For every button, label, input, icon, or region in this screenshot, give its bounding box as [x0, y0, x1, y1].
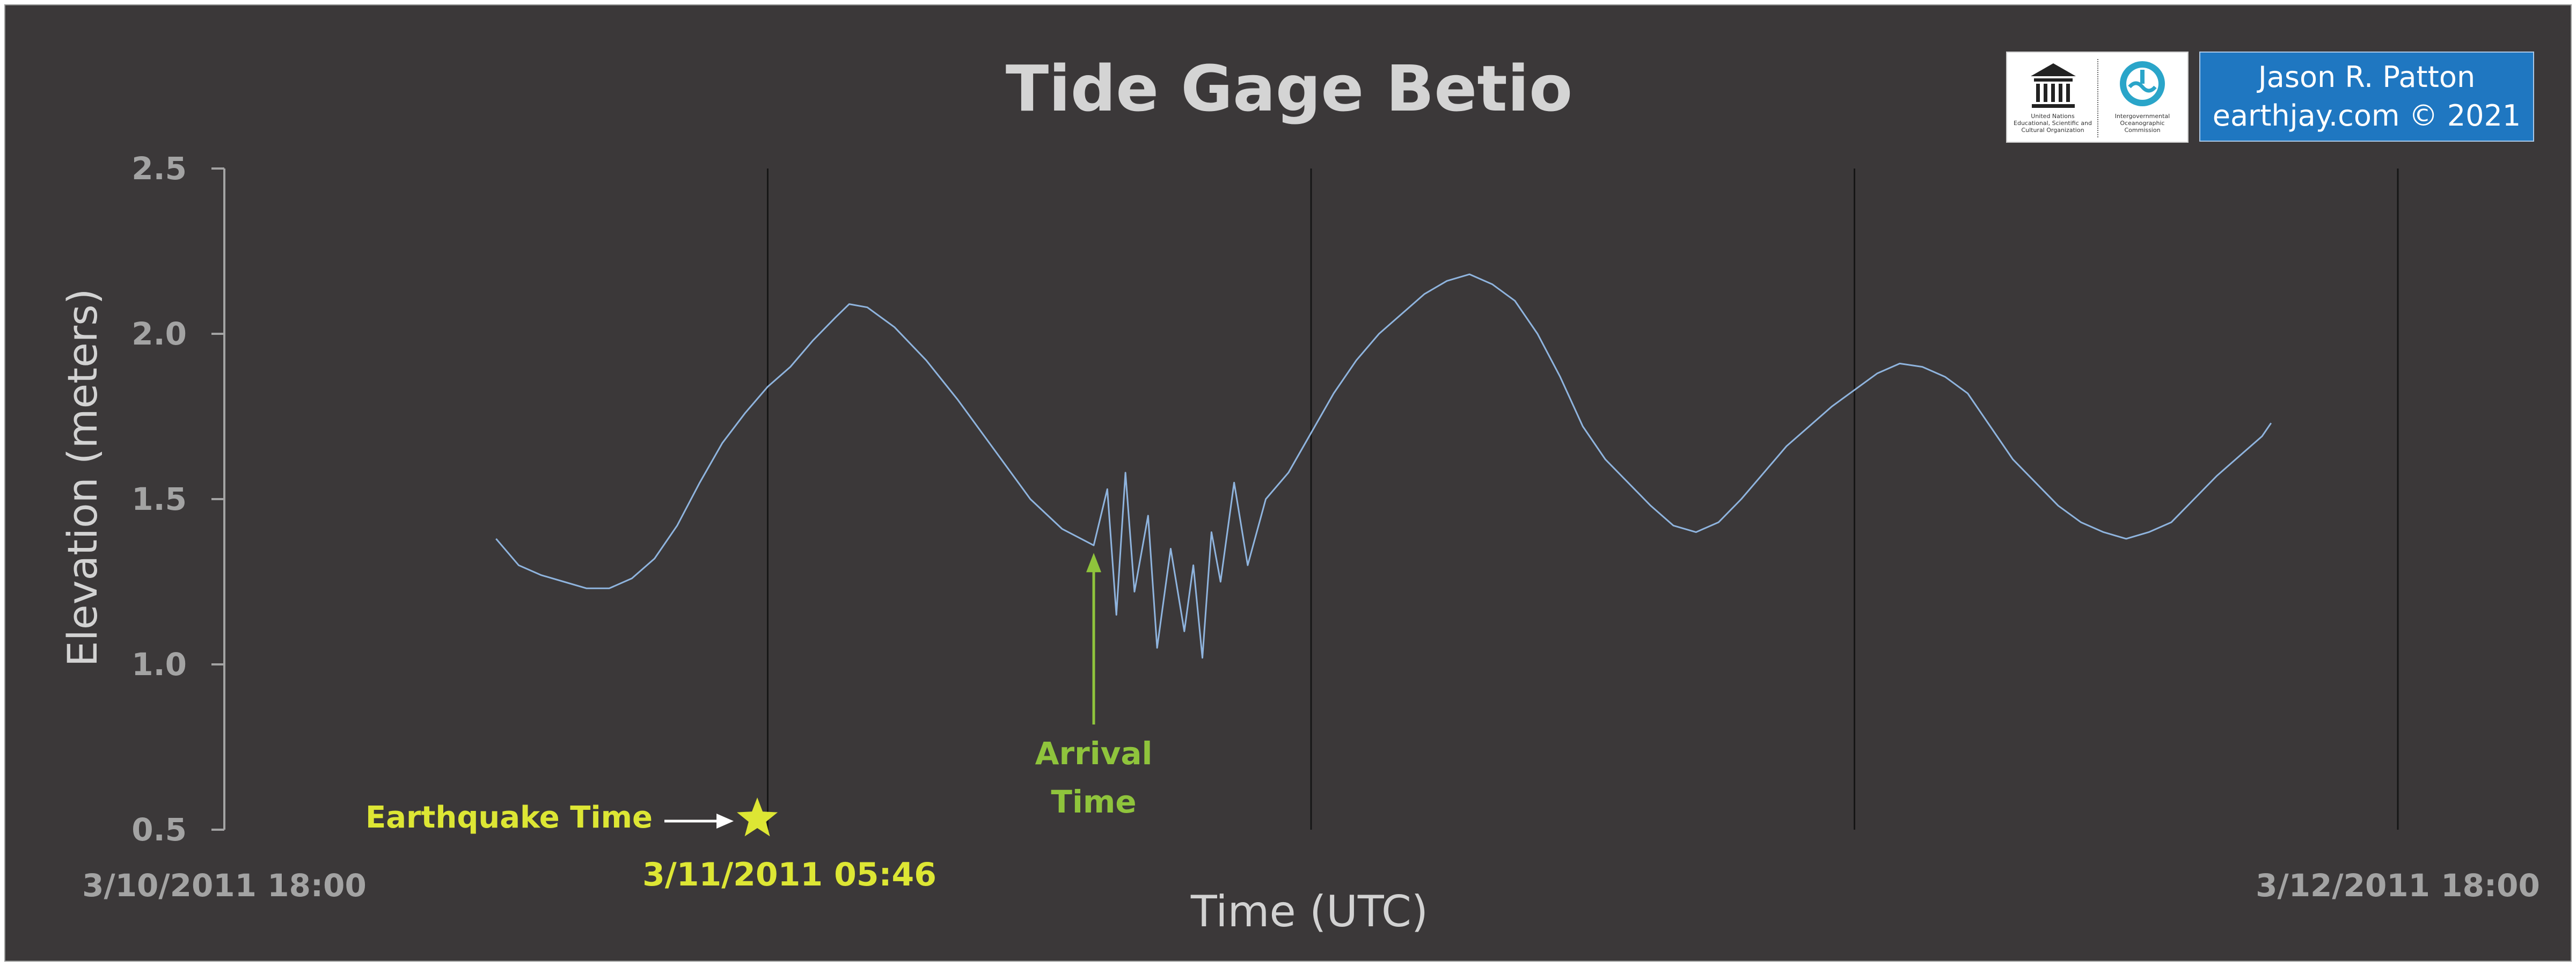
- logo-divider: [2097, 59, 2098, 137]
- series-line-elevation: [495, 273, 2272, 659]
- axes: [211, 167, 225, 831]
- credit-box: Jason R. Patton earthjay.com © 2021: [2199, 52, 2534, 142]
- x-tick-labels: 3/10/2011 18:00 3/12/2011 18:00: [82, 867, 2540, 904]
- credit-author: Jason R. Patton: [2258, 60, 2476, 94]
- vertical-gridlines: [767, 169, 2399, 830]
- unesco-text: United Nations Educational, Scientific a…: [2014, 113, 2092, 134]
- credit-site: earthjay.com © 2021: [2212, 99, 2521, 133]
- y-tick-labels: 0.5 1.0 1.5 2.0 2.5: [131, 150, 187, 848]
- earthquake-arrow-icon: [664, 814, 734, 829]
- x-axis-label: Time (UTC): [1190, 887, 1428, 936]
- x-tick-label-0: 3/10/2011 18:00: [82, 867, 367, 904]
- x-tick-label-1: 3/12/2011 18:00: [2256, 867, 2540, 904]
- unesco-logo-icon: [2031, 63, 2076, 108]
- y-tick-label-2: 1.5: [131, 481, 187, 517]
- arrival-arrow-icon: [1086, 553, 1101, 724]
- earthquake-label: Earthquake Time: [365, 800, 653, 835]
- chart-title: Tide Gage Betio: [1006, 52, 1572, 126]
- y-tick-label-4: 2.5: [131, 150, 187, 187]
- earthquake-time-label: 3/11/2011 05:46: [642, 856, 936, 894]
- ioc-text: Intergovernmental Oceanographic Commissi…: [2114, 113, 2170, 134]
- earthquake-star-icon: [737, 797, 778, 837]
- tide-chart: 0.5 1.0 1.5 2.0 2.5 3/10/2011 18:00 3/12/2011…: [58, 52, 2540, 936]
- y-tick-label-3: 2.0: [131, 316, 187, 352]
- arrival-label-line1: Arrival: [1035, 735, 1153, 772]
- y-axis-label: Elevation (meters): [58, 289, 106, 667]
- y-tick-label-1: 1.0: [131, 646, 187, 683]
- chart-panel: 0.5 1.0 1.5 2.0 2.5 3/10/2011 18:00 3/12/2011…: [4, 4, 2572, 962]
- y-tick-label-0: 0.5: [131, 811, 187, 848]
- ioc-logo-icon: [2120, 61, 2165, 106]
- logo-panel: United Nations Educational, Scientific a…: [2006, 52, 2189, 143]
- arrival-label-line2: Time: [1051, 784, 1136, 820]
